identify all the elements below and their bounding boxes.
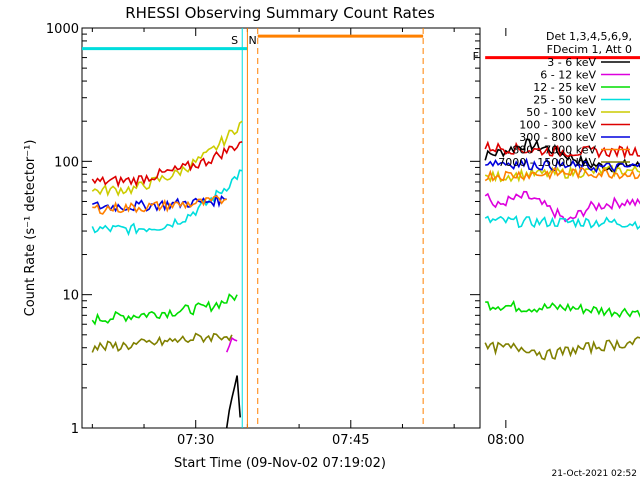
x-tick-label: 07:45 <box>332 433 369 448</box>
x-tick-label: 07:30 <box>177 433 214 448</box>
series-line <box>91 293 238 326</box>
series-line <box>91 332 233 353</box>
legend-header-line-2: FDecim 1, Att 0 <box>547 43 632 56</box>
legend-label: 300 - 800 keV <box>519 131 596 144</box>
series-line <box>484 138 640 173</box>
series-line <box>485 157 640 174</box>
series-line <box>484 190 640 223</box>
x-tick-label: 08:00 <box>487 433 524 448</box>
series-line <box>225 375 241 429</box>
series-line <box>484 336 640 361</box>
state-markers: S N F <box>231 34 479 63</box>
y-axis-label: Count Rate (s⁻¹ detector⁻¹) <box>23 140 38 317</box>
legend-label: 800 - 7000 keV <box>512 144 596 157</box>
y-tick-label: 10 <box>62 289 79 304</box>
y-tick-label: 1000 <box>46 22 79 37</box>
series-line <box>91 141 243 189</box>
y-tick-label: 100 <box>54 155 79 170</box>
series-line <box>484 166 640 182</box>
state-marker-label: S <box>231 34 238 47</box>
series-line <box>91 120 243 197</box>
legend-label: 12 - 25 keV <box>533 81 596 94</box>
legend-label: 25 - 50 keV <box>533 94 596 107</box>
timestamp: 21-Oct-2021 02:52 <box>552 469 637 479</box>
series-lines <box>91 120 640 429</box>
series-line <box>92 194 227 213</box>
legend-label: 50 - 100 keV <box>526 106 596 119</box>
x-axis-label: Start Time (09-Nov-02 07:19:02) <box>174 456 386 471</box>
legend-label: 100 - 300 keV <box>519 119 596 132</box>
series-line <box>484 165 640 183</box>
series-line <box>484 214 640 230</box>
series-line <box>91 169 243 237</box>
state-marker-label: N <box>249 34 257 47</box>
legend-label: 6 - 12 keV <box>540 69 596 82</box>
legend-header-line-1: Det 1,3,4,5,6,9, <box>546 30 632 43</box>
plot-frame <box>81 27 481 429</box>
mode-bands <box>82 34 640 60</box>
series-line <box>225 336 238 353</box>
chart-title: RHESSI Observing Summary Count Rates <box>125 4 435 22</box>
attenuator-lines <box>241 28 424 428</box>
y-tick-label: 1 <box>71 422 79 437</box>
legend-label: 7000 - 15000 keV <box>498 156 596 169</box>
series-line <box>484 140 640 160</box>
legend-label: 3 - 6 keV <box>547 56 596 69</box>
state-marker-label: F <box>473 50 479 63</box>
series-line <box>92 195 227 215</box>
series-line <box>485 299 640 319</box>
